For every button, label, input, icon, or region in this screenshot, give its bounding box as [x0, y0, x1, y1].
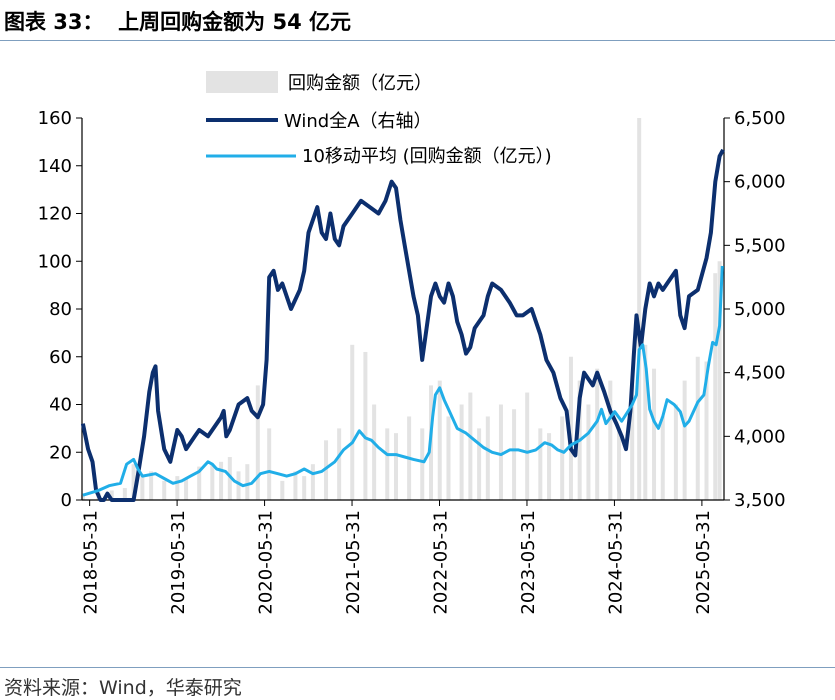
- repurchase-bar: [302, 476, 307, 500]
- right-tick-label: 6,500: [734, 108, 786, 129]
- repurchase-bar: [637, 118, 642, 500]
- x-tick-label: 2021-05-31: [343, 510, 364, 615]
- x-tick-label: 2022-05-31: [431, 510, 452, 615]
- repurchase-bar: [197, 466, 202, 500]
- repurchase-bar: [109, 490, 114, 500]
- repurchase-bar: [477, 428, 482, 500]
- repurchase-bar: [568, 356, 573, 500]
- repurchase-bar: [704, 361, 709, 500]
- repurchase-bar: [652, 368, 657, 500]
- right-tick-label: 5,000: [734, 299, 786, 320]
- left-tick-label: 80: [49, 299, 72, 320]
- repurchase-bar: [468, 392, 473, 500]
- x-axis-ticks: 2018-05-31 2019-05-31 2020-05-31 2021-05-31…: [81, 500, 714, 615]
- figure-title: 图表 33： 上周回购金额为 54 亿元: [4, 10, 352, 34]
- legend-label-ma: 10移动平均 (回购金额（亿元）): [302, 146, 552, 167]
- legend: 回购金额（亿元） Wind全A（右轴） 10移动平均 (回购金额（亿元）): [206, 71, 552, 167]
- left-tick-label: 100: [38, 251, 72, 272]
- repurchase-bar: [227, 457, 232, 500]
- left-tick-label: 20: [49, 442, 72, 463]
- repurchase-bar: [280, 480, 285, 500]
- repurchase-bar: [255, 385, 260, 500]
- repurchase-bar: [293, 471, 298, 500]
- repurchase-bar: [643, 344, 648, 500]
- repurchase-bar: [498, 404, 503, 500]
- left-axis-ticks: 0 20 40 60 80 100 120 140 160: [38, 108, 82, 511]
- repurchase-bar: [660, 416, 665, 500]
- repurchase-bar: [682, 380, 687, 500]
- repurchase-bar: [459, 404, 464, 500]
- x-tick-label: 2025-05-31: [693, 510, 714, 615]
- x-tick-label: 2024-05-31: [605, 510, 626, 615]
- repurchase-bar: [372, 404, 377, 500]
- repurchase-bar: [219, 461, 224, 500]
- repurchase-bar: [350, 344, 355, 500]
- repurchase-bar: [122, 488, 127, 500]
- repurchase-bar: [337, 428, 342, 500]
- source-note: 资料来源：Wind，华泰研究: [4, 677, 242, 699]
- repurchase-bar: [538, 428, 543, 500]
- repurchase-bar: [149, 471, 154, 500]
- right-tick-label: 4,500: [734, 363, 786, 384]
- repurchase-bar: [630, 385, 635, 500]
- right-tick-label: 5,500: [734, 235, 786, 256]
- legend-label-bars: 回购金额（亿元）: [288, 73, 432, 94]
- legend-label-wind: Wind全A（右轴）: [284, 111, 432, 132]
- repurchase-bar: [245, 464, 250, 500]
- repurchase-bar: [547, 433, 552, 500]
- repurchase-bar: [695, 356, 700, 500]
- repurchase-bar: [175, 476, 180, 500]
- repurchase-bar: [363, 351, 368, 500]
- repurchase-bar: [324, 440, 329, 500]
- repurchase-bar: [394, 433, 399, 500]
- repurchase-bar: [717, 261, 722, 500]
- legend-swatch-bars: [206, 71, 278, 93]
- repurchase-bar: [267, 428, 272, 500]
- repurchase-bar: [437, 380, 442, 500]
- left-tick-label: 140: [38, 156, 72, 177]
- repurchase-bar: [80, 495, 85, 500]
- left-tick-label: 40: [49, 395, 72, 416]
- left-tick-label: 120: [38, 204, 72, 225]
- repurchase-bar: [310, 464, 315, 500]
- repurchase-bar: [512, 409, 517, 500]
- repurchase-bar: [131, 464, 136, 500]
- repurchase-bar: [385, 428, 390, 500]
- right-axis-ticks: 3,500 4,000 4,500 5,000 5,500 6,000 6,500: [724, 108, 786, 511]
- wind-all-a-line: [80, 148, 725, 502]
- repurchase-bar: [608, 380, 613, 500]
- left-tick-label: 0: [61, 490, 72, 511]
- x-tick-label: 2023-05-31: [518, 510, 539, 615]
- repurchase-bar: [140, 476, 145, 500]
- title-divider: [0, 40, 835, 41]
- right-tick-label: 6,000: [734, 172, 786, 193]
- repurchase-bar: [595, 368, 600, 500]
- moving-average-line: [82, 265, 724, 497]
- repurchase-bar: [525, 392, 530, 500]
- repurchase-bar: [560, 416, 565, 500]
- repurchase-bar: [162, 480, 167, 500]
- repurchase-bar: [673, 404, 678, 500]
- right-tick-label: 4,000: [734, 426, 786, 447]
- right-tick-label: 3,500: [734, 490, 786, 511]
- repurchase-bar: [485, 416, 490, 500]
- repurchase-bar: [210, 464, 215, 500]
- repurchase-bar: [236, 471, 241, 500]
- repurchase-bar: [420, 428, 425, 500]
- repurchase-bar: [586, 404, 591, 500]
- repurchase-bar: [617, 428, 622, 500]
- repurchase-bar: [713, 273, 718, 500]
- x-tick-label: 2018-05-31: [81, 510, 102, 615]
- x-tick-label: 2019-05-31: [168, 510, 189, 615]
- left-tick-label: 60: [49, 347, 72, 368]
- source-divider: [0, 667, 835, 668]
- repurchase-bar: [446, 416, 451, 500]
- left-tick-label: 160: [38, 108, 72, 129]
- repurchase-bar: [184, 478, 189, 500]
- x-tick-label: 2020-05-31: [256, 510, 277, 615]
